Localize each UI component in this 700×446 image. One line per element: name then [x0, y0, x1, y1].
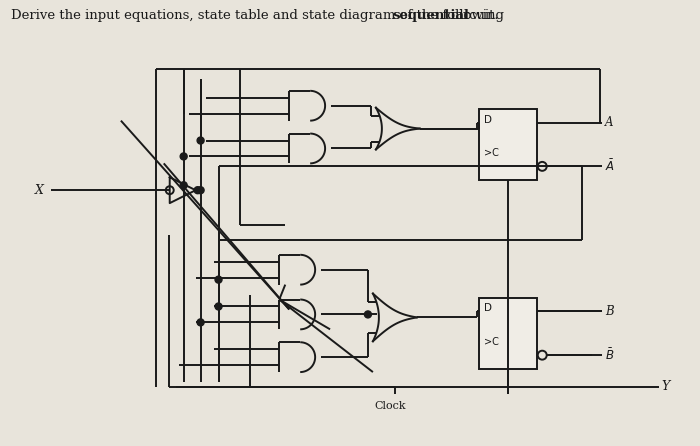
Text: X: X: [34, 184, 43, 197]
Circle shape: [197, 319, 204, 326]
Text: $\bar{B}$: $\bar{B}$: [605, 347, 615, 363]
Text: Derive the input equations, state table and state diagram of the following: Derive the input equations, state table …: [11, 9, 509, 22]
Text: B: B: [605, 305, 614, 318]
Bar: [480, 109, 538, 180]
Text: circuit.: circuit.: [447, 9, 498, 22]
Circle shape: [180, 182, 187, 189]
Circle shape: [197, 137, 204, 144]
Text: A: A: [605, 116, 613, 129]
Circle shape: [194, 187, 201, 194]
Circle shape: [197, 187, 204, 194]
Text: Clock: Clock: [374, 401, 406, 411]
Text: D: D: [484, 115, 493, 125]
Text: sequential: sequential: [392, 9, 469, 22]
Text: >C: >C: [484, 337, 499, 347]
Text: >C: >C: [484, 148, 499, 158]
Bar: [480, 297, 538, 369]
Text: Y: Y: [662, 380, 670, 393]
Text: $\bar{A}$: $\bar{A}$: [605, 159, 615, 174]
Circle shape: [180, 153, 187, 160]
Circle shape: [365, 311, 372, 318]
Circle shape: [215, 276, 222, 283]
Circle shape: [215, 303, 222, 310]
Text: D: D: [484, 303, 493, 314]
